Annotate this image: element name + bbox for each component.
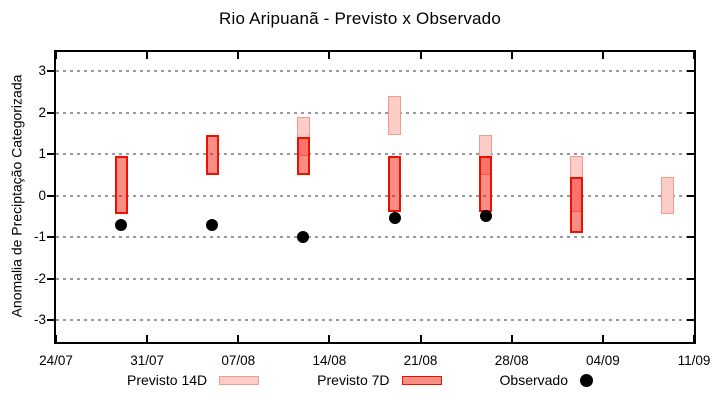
x-tick-mark [419, 52, 422, 59]
y-tick-mark [687, 70, 694, 72]
y-tick-label: 0 [38, 187, 46, 203]
y-tick-mark [47, 111, 56, 114]
x-tick-mark [328, 335, 331, 342]
plot-area: 3 2 1 0 -1 -2 -3 24/07 31/07 07/08 14/08 21/08 28/08… [34, 50, 710, 368]
x-tick-mark [146, 52, 149, 59]
y-tick-mark [47, 70, 56, 72]
x-tick-label: 07/08 [221, 353, 256, 368]
y-tick-mark [687, 194, 694, 197]
y-tick-label: -1 [33, 229, 46, 244]
x-tick-label: 31/07 [130, 353, 165, 368]
legend-item-previsto-7d: Previsto 7D [317, 372, 442, 388]
x-tick-mark [55, 52, 57, 59]
y-tick-mark [687, 236, 694, 238]
forecast-7d-bar [479, 156, 493, 213]
y-gridline [56, 277, 694, 280]
y-tick-mark [47, 153, 56, 155]
forecast-14d-bar [479, 135, 493, 175]
x-tick-mark [693, 52, 695, 59]
y-gridline [56, 319, 694, 321]
y-gridline [56, 70, 694, 72]
legend-label-observado: Observado [499, 372, 568, 388]
legend-item-previsto-14d: Previsto 14D [127, 372, 260, 388]
y-tick-label: 1 [38, 146, 46, 161]
x-tick-mark [237, 335, 240, 342]
x-tick-mark [55, 335, 57, 342]
x-tick-label: 24/07 [39, 353, 73, 368]
observed-dot [297, 231, 310, 243]
x-tick-label: 11/09 [677, 353, 711, 368]
y-tick-mark [687, 111, 694, 114]
y-tick-mark [47, 319, 56, 321]
x-tick-mark [510, 52, 513, 59]
y-tick-mark [47, 236, 56, 238]
forecast-7d-bar [296, 137, 310, 175]
y-tick-mark [47, 194, 56, 197]
chart-title: Rio Aripuanã - Previsto x Observado [219, 9, 501, 28]
observed-dot [479, 210, 492, 223]
y-gridline [56, 111, 694, 114]
forecast-7d-bar [205, 135, 219, 175]
x-tick-mark [601, 335, 604, 342]
forecast-14d-bar [661, 176, 675, 215]
observed-dot [115, 218, 128, 231]
y-tick-label: 2 [38, 104, 46, 120]
observed-dot [388, 212, 401, 225]
x-tick-mark [510, 335, 513, 342]
y-tick-label: -2 [33, 270, 46, 286]
forecast-14d-bar [388, 95, 402, 136]
x-tick-label: 14/08 [312, 353, 347, 368]
x-tick-label: 04/09 [585, 353, 620, 368]
legend-swatch-previsto-7d-icon [401, 375, 442, 385]
y-gridline [56, 194, 694, 197]
y-tick-label: -3 [33, 312, 46, 327]
forecast-7d-bar [114, 156, 128, 215]
x-tick-mark [146, 335, 149, 342]
legend-item-observado: Observado [500, 372, 593, 388]
forecast-7d-bar [388, 156, 402, 213]
x-tick-label: 28/08 [494, 353, 529, 368]
x-tick-mark [328, 52, 331, 59]
y-gridline [56, 236, 694, 238]
forecast-14d-bar [296, 116, 310, 157]
x-tick-mark [693, 335, 695, 342]
legend-label-previsto-7d: Previsto 7D [317, 372, 390, 388]
legend-observado-dot-icon [580, 373, 593, 387]
y-tick-mark [687, 319, 694, 321]
y-tick-mark [687, 277, 694, 280]
forecast-7d-bar [570, 176, 584, 233]
y-gridline [56, 153, 694, 155]
x-tick-label: 21/08 [403, 353, 438, 368]
y-tick-mark [47, 277, 56, 280]
y-tick-label: 3 [38, 63, 46, 78]
observed-dot [206, 218, 219, 231]
x-tick-mark [237, 52, 240, 59]
legend-label-previsto-14d: Previsto 14D [127, 372, 208, 388]
legend-swatch-previsto-14d-icon [219, 375, 260, 385]
y-tick-mark [687, 153, 694, 155]
x-tick-mark [419, 335, 422, 342]
chart-legend: Previsto 14D Previsto 7D Observado [0, 372, 720, 388]
x-tick-mark [601, 52, 604, 59]
